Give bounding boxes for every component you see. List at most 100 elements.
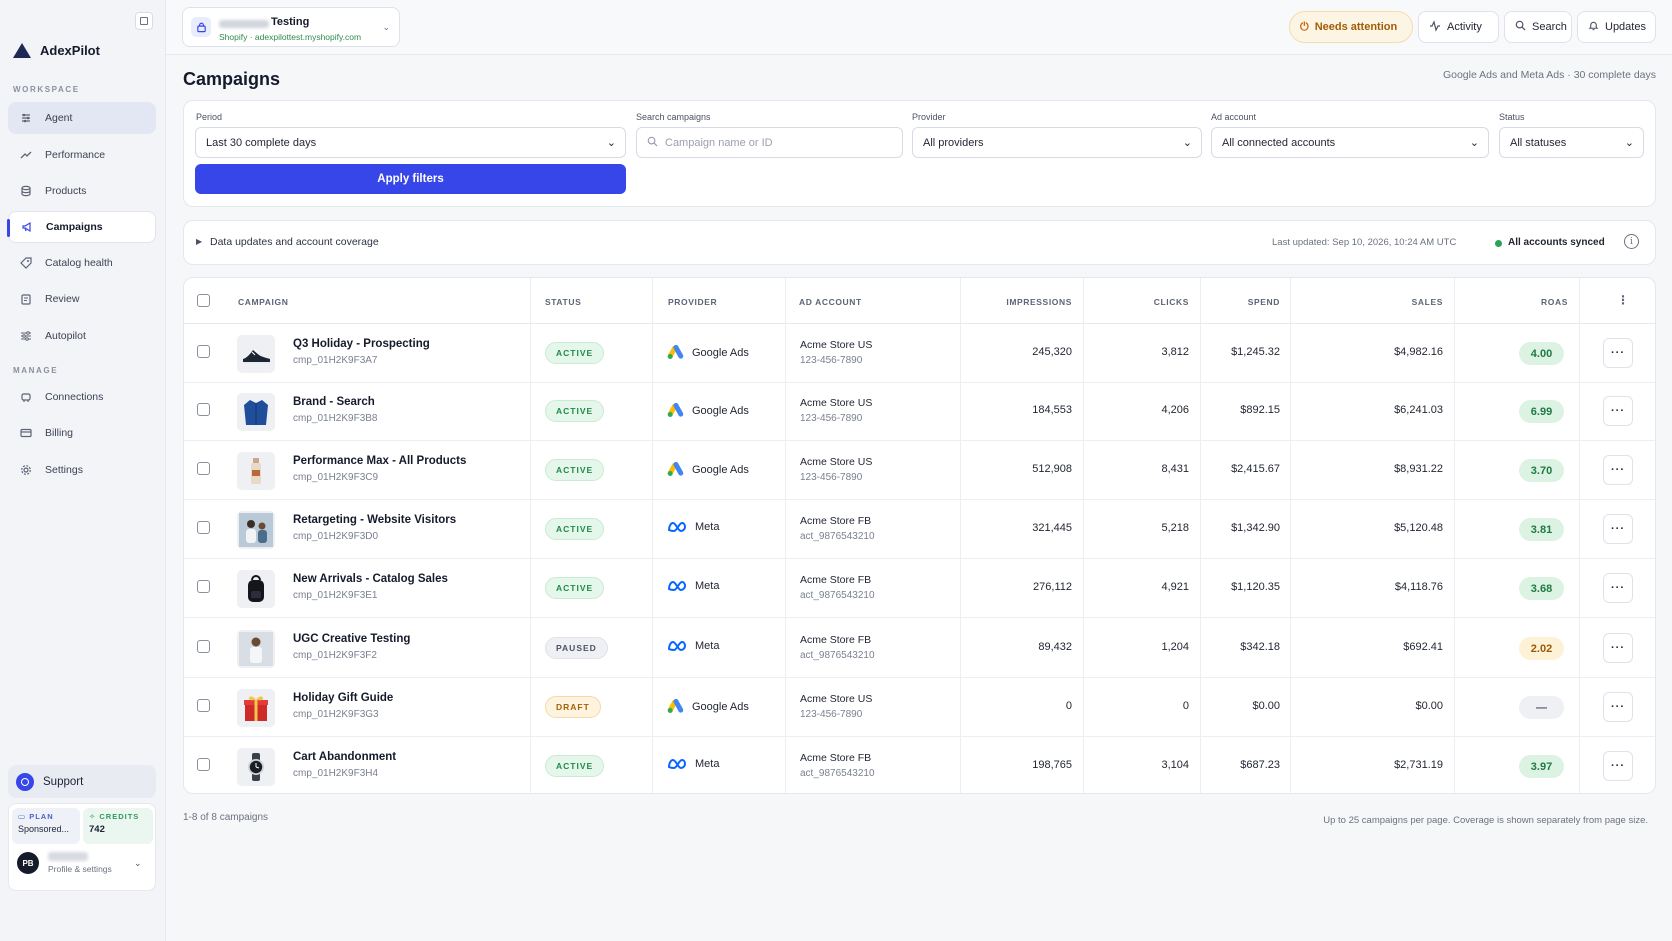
provider-select[interactable]: All providers ⌄ [912, 127, 1202, 158]
header-campaign[interactable]: CAMPAIGN [238, 297, 289, 307]
sidebar-item-catalog-health[interactable]: Catalog health [8, 247, 156, 279]
plan-value: Sponsored... [18, 824, 70, 834]
collapse-sidebar-icon[interactable] [135, 12, 153, 30]
support-button[interactable]: Support [8, 765, 156, 798]
needs-attention-button[interactable]: ⏻ Needs attention [1289, 11, 1413, 43]
campaign-name[interactable]: Holiday Gift Guide [293, 692, 394, 704]
chevron-down-icon[interactable]: ⌄ [134, 858, 142, 868]
sidebar-item-products[interactable]: Products [8, 175, 156, 207]
header-impressions[interactable]: IMPRESSIONS [1006, 297, 1072, 307]
row-more-options-button[interactable]: ··· [1603, 751, 1633, 781]
campaign-name[interactable]: Retargeting - Website Visitors [293, 514, 457, 526]
row-more-options-button[interactable]: ··· [1603, 455, 1633, 485]
profile-menu[interactable]: PB Profile & settings [17, 852, 112, 874]
roas-badge: 4.00 [1519, 342, 1564, 365]
more-horizontal-icon: ··· [1611, 701, 1625, 713]
meta-icon [667, 580, 687, 592]
table-row[interactable]: Cart Abandonment cmp_01H2K9F3H4 ACTIVE Meta… [184, 737, 1655, 793]
campaign-name[interactable]: Brand - Search [293, 396, 375, 408]
impressions-value: 245,320 [1032, 346, 1072, 358]
row-more-options-button[interactable]: ··· [1603, 633, 1633, 663]
expand-triangle-icon[interactable]: ▶ [196, 237, 203, 246]
sidebar-item-review[interactable]: Review [8, 283, 156, 315]
ad-account-name: Acme Store FB [800, 515, 872, 527]
table-row[interactable]: UGC Creative Testing cmp_01H2K9F3F2 PAUSED… [184, 619, 1655, 678]
chevron-down-icon: ⌄ [382, 22, 390, 32]
row-more-options-button[interactable]: ··· [1603, 396, 1633, 426]
more-horizontal-icon: ··· [1611, 642, 1625, 654]
row-checkbox[interactable] [197, 580, 210, 593]
campaign-name[interactable]: New Arrivals - Catalog Sales [293, 573, 448, 585]
provider-cell: Meta [667, 521, 719, 533]
row-more-options-button[interactable]: ··· [1603, 338, 1633, 368]
header-provider[interactable]: PROVIDER [668, 297, 718, 307]
row-checkbox[interactable] [197, 403, 210, 416]
impressions-value: 512,908 [1032, 463, 1072, 475]
select-all-checkbox[interactable] [197, 294, 210, 307]
activity-button[interactable]: Activity [1418, 11, 1499, 43]
header-status[interactable]: STATUS [545, 297, 582, 307]
plan-box[interactable]: ▭ PLAN Sponsored... [12, 808, 80, 844]
info-icon[interactable]: i [1624, 234, 1639, 249]
row-more-options-button[interactable]: ··· [1603, 573, 1633, 603]
column-options-icon[interactable]: ⋮ [1617, 293, 1629, 307]
header-ad-account[interactable]: AD ACCOUNT [799, 297, 862, 307]
period-select[interactable]: Last 30 complete days ⌄ [195, 127, 626, 158]
table-row[interactable]: Brand - Search cmp_01H2K9F3B8 ACTIVE Google… [184, 382, 1655, 441]
header-roas[interactable]: ROAS [1541, 297, 1568, 307]
table-row[interactable]: Q3 Holiday - Prospecting cmp_01H2K9F3A7 AC… [184, 324, 1655, 383]
more-horizontal-icon: ··· [1611, 760, 1625, 772]
campaign-name[interactable]: UGC Creative Testing [293, 633, 411, 645]
campaign-name[interactable]: Q3 Holiday - Prospecting [293, 338, 430, 350]
table-row[interactable]: Retargeting - Website Visitors cmp_01H2K9… [184, 500, 1655, 559]
campaign-thumbnail [237, 511, 275, 549]
updates-button[interactable]: Updates [1577, 11, 1656, 43]
campaign-name[interactable]: Performance Max - All Products [293, 455, 467, 467]
header-spend[interactable]: SPEND [1247, 297, 1280, 307]
row-more-options-button[interactable]: ··· [1603, 514, 1633, 544]
table-row[interactable]: Performance Max - All Products cmp_01H2K9… [184, 441, 1655, 500]
brand[interactable]: AdexPilot [13, 43, 100, 58]
coverage-bar[interactable]: ▶ Data updates and account coverage Last… [183, 220, 1656, 265]
search-button[interactable]: Search [1504, 11, 1572, 43]
more-horizontal-icon: ··· [1611, 347, 1625, 359]
sidebar-item-settings[interactable]: Settings [8, 454, 156, 486]
row-more-options-button[interactable]: ··· [1603, 692, 1633, 722]
header-clicks[interactable]: CLICKS [1153, 297, 1189, 307]
ad-account-select[interactable]: All connected accounts ⌄ [1211, 127, 1489, 158]
row-checkbox[interactable] [197, 462, 210, 475]
trend-icon [19, 148, 33, 162]
clicks-value: 0 [1182, 700, 1189, 712]
impressions-value: 321,445 [1032, 522, 1072, 534]
header-sales[interactable]: SALES [1411, 297, 1443, 307]
campaign-search-input[interactable]: Campaign name or ID [636, 127, 903, 158]
store-name: Testing [271, 16, 310, 28]
sidebar-item-agent[interactable]: Agent [8, 102, 156, 134]
sidebar-item-connections[interactable]: Connections [8, 381, 156, 413]
row-checkbox[interactable] [197, 758, 210, 771]
sidebar-item-campaigns[interactable]: Campaigns [7, 211, 156, 243]
plan-label: PLAN [29, 812, 54, 821]
provider-name: Google Ads [692, 346, 749, 359]
impressions-value: 89,432 [1038, 641, 1072, 653]
google-ads-icon [667, 462, 684, 476]
row-checkbox[interactable] [197, 699, 210, 712]
store-switcher[interactable]: Testing Shopify · adexpilottest.myshopif… [182, 7, 400, 47]
row-checkbox[interactable] [197, 640, 210, 653]
status-select[interactable]: All statuses ⌄ [1499, 127, 1644, 158]
ad-account-id: act_9876543210 [800, 590, 875, 601]
sync-status: All accounts synced [1508, 237, 1605, 248]
table-row[interactable]: New Arrivals - Catalog Sales cmp_01H2K9F3… [184, 559, 1655, 618]
table-row[interactable]: Holiday Gift Guide cmp_01H2K9F3G3 DRAFT Goo… [184, 678, 1655, 737]
apply-filters-button[interactable]: Apply filters [195, 164, 626, 194]
search-campaigns-label: Search campaigns [636, 112, 711, 122]
campaign-name[interactable]: Cart Abandonment [293, 751, 397, 763]
ad-account-id: 123-456-7890 [800, 472, 863, 483]
row-checkbox[interactable] [197, 345, 210, 358]
row-checkbox[interactable] [197, 521, 210, 534]
credits-box[interactable]: ✧ CREDITS 742 [83, 808, 153, 844]
sidebar-item-autopilot[interactable]: Autopilot [8, 320, 156, 352]
page-title: Campaigns [183, 69, 281, 89]
sidebar-item-performance[interactable]: Performance [8, 139, 156, 171]
sidebar-item-billing[interactable]: Billing [8, 417, 156, 449]
